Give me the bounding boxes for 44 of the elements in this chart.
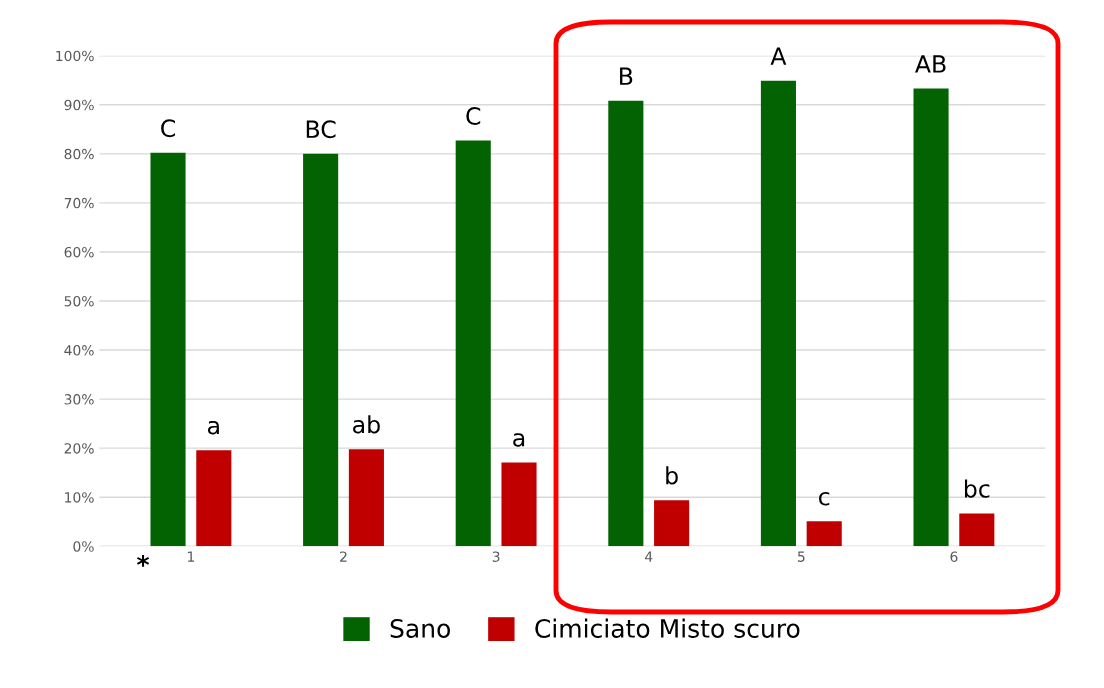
bar	[654, 500, 690, 547]
annotation: a	[513, 433, 525, 447]
annotation: b	[666, 466, 678, 485]
y-tick-label: 20%	[64, 443, 94, 454]
annotation: C	[466, 107, 481, 125]
bar	[348, 449, 384, 547]
y-tick-label: 80%	[64, 148, 94, 160]
bar	[913, 88, 949, 547]
y-tick-label: 30%	[64, 394, 94, 405]
y-tick-label: 90%	[64, 99, 94, 111]
y-tick-label: 100%	[56, 50, 94, 62]
annotation: AB	[915, 55, 946, 73]
x-tick-label: 5	[797, 551, 805, 562]
y-tick-label: 50%	[64, 295, 94, 307]
x-tick-label: 4	[644, 551, 653, 562]
y-tick-label: 40%	[64, 345, 94, 356]
annotation: B	[620, 67, 633, 85]
x-tick-label: 2	[340, 551, 347, 562]
annotation: A	[770, 47, 787, 65]
bar	[760, 80, 796, 547]
annotation: bc	[964, 479, 990, 498]
bar	[196, 450, 232, 547]
bar	[501, 462, 537, 547]
legend-label: Cimiciato Misto scuro	[535, 618, 800, 638]
bar	[303, 153, 339, 547]
annotation: a	[207, 420, 219, 435]
x-tick-label: 1	[188, 551, 195, 562]
annotation: BC	[306, 120, 336, 139]
bar	[806, 521, 842, 547]
x-tick-label: 3	[492, 551, 500, 562]
bar	[455, 140, 491, 547]
annotation: c	[819, 492, 830, 506]
x-tick-label: 6	[950, 551, 958, 562]
text: *	[136, 555, 150, 567]
annotation: C	[161, 119, 175, 138]
y-tick-label: 10%	[65, 492, 94, 503]
annotation: ab	[353, 415, 380, 434]
y-tick-label: 60%	[64, 246, 94, 258]
bar	[608, 100, 644, 547]
y-tick-label: 70%	[64, 197, 94, 209]
bar	[150, 152, 186, 547]
y-tick-label: 0%	[73, 541, 94, 552]
bar	[959, 513, 995, 547]
legend-label: Sano	[390, 619, 450, 638]
